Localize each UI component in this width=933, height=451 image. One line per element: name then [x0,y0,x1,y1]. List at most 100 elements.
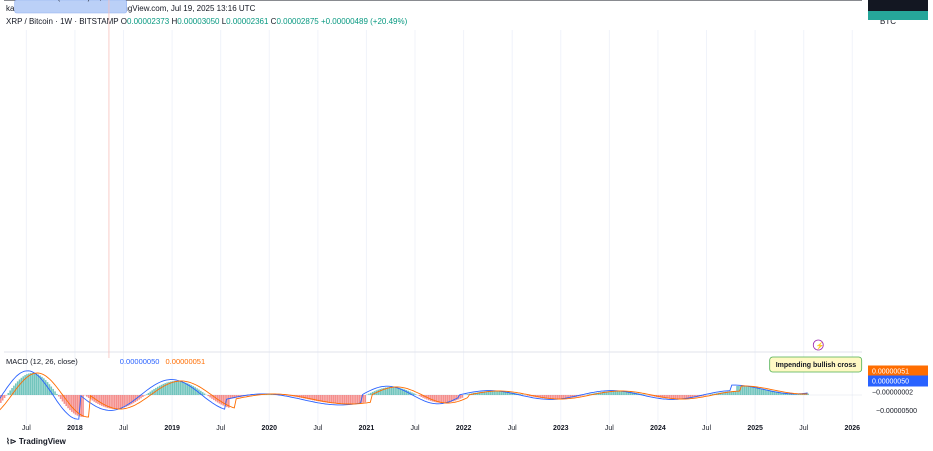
macd-hist-bar [732,391,735,395]
macd-hist-bar [157,386,159,395]
macd-hist-bar [140,395,142,399]
macd-hist-bar [683,395,686,399]
macd-hist-bar [764,389,766,395]
macd-hist-bar [790,393,793,395]
symbol-ohlc-row: XRP / Bitcoin · 1W · BITSTAMP O0.0000237… [6,17,407,26]
macd-hist-bar [611,391,613,395]
macd-hist-bar [61,395,64,402]
macd-hist-bar [319,395,322,402]
macd-hist-bar [106,395,109,408]
macd-hist-bar [493,391,495,395]
macd-line [0,370,808,420]
macd-hist-bar [386,387,389,395]
macd-hist-bar [730,391,733,395]
annotation-box [769,356,863,373]
macd-hist-bar [328,395,331,404]
macd-hist-bar [599,392,602,395]
macd-hist-bar [659,395,662,398]
macd-hist-bar [151,390,153,395]
macd-hist-bar [351,395,353,404]
macd-hist-bar [69,395,71,411]
macd-hist-bar [745,386,748,395]
macd-hist-bar [747,386,750,395]
logo-text: TradingView [18,437,66,446]
macd-hist-bar [108,395,111,409]
logo-mark-icon: ⌇⊳ [6,437,19,446]
macd-hist-bar [633,392,636,395]
macd-hist-bar [203,393,206,395]
x-axis: Jul 2018 Jul 2019 Jul 2020 Jul 2021 Jul 2022 Jul 20… [22,425,860,432]
macd-hist-bar [487,391,490,395]
x-tick-label: 2023 [553,425,569,432]
macd-hist-bar [775,391,778,395]
macd-hist-bar [782,392,785,395]
macd-hist-bar [403,389,406,395]
x-tick-label: Jul [411,425,420,432]
x-tick-label: 2025 [747,425,763,432]
macd-hist-bar [99,395,101,405]
x-tick-label: Jul [508,425,517,432]
high-label: H [171,17,178,26]
macd-hist-bar [110,395,112,409]
symbol-name[interactable]: XRP / Bitcoin · 1W · BITSTAMP [6,17,119,26]
macd-hist-bar [115,395,118,409]
macd-hist-bar [384,387,387,395]
macd-hist-bar [566,395,568,399]
macd-hist-bar [20,377,23,395]
macd-hist-bar [556,395,559,399]
macd-hist-bar [175,381,178,395]
annotation-text: Impending bullish cross [776,362,857,369]
macd-hist-bar [91,395,94,401]
macd-hist-bar [551,395,553,399]
macd-hist-bar [213,395,215,401]
macd-hist-bar [431,395,434,402]
macd-hist-bar [667,395,669,399]
macd-hist-bar [497,391,499,395]
macd-hist-bar [334,395,337,404]
macd-hist-bar [549,395,552,399]
macd-hist-bar [538,395,540,398]
x-tick-label: Jul [702,425,711,432]
macd-hist-bar [323,395,325,403]
macd-hist-bar [484,391,486,395]
macd-hist-bar [769,390,772,395]
x-tick-label: 2018 [67,425,83,432]
tradingview-logo[interactable]: ⌇⊳ TradingView [6,437,66,446]
macd-hist-bar [751,386,753,395]
macd-hist-bar [231,395,234,399]
macd-hist-bar [786,393,789,395]
macd-hist-bar [132,395,135,404]
macd-hist-bar [5,395,8,396]
macd-hist-bar [740,386,742,395]
x-tick-label: 2026 [844,425,860,432]
macd-hist-bar [766,389,768,395]
macd-hist-bar [401,388,404,395]
macd-hist-bar [347,395,350,404]
macd-hist-bar [467,394,469,395]
macd-hist-bar [377,389,380,395]
macd-hist-bar [607,391,609,395]
macd-hist-bar [612,391,615,395]
macd-hist-bar [149,391,152,395]
support-badge-box [868,0,928,11]
macd-hist-bar [179,381,182,395]
macd-hist-bar [711,393,714,395]
measure-tool: 0.00019350 (530.14%) 19,350 [15,0,127,358]
macd-hist-bar [753,387,755,395]
macd-hist-bar [97,395,99,404]
macd-hist-bar [345,395,348,404]
macd-hist-bar [315,395,318,402]
macd-hist-bar [72,395,75,414]
macd-hist-bar [35,373,38,395]
macd-hist-bar [429,395,432,401]
macd-hist-bar [450,395,452,402]
macd-hist-bar [762,388,765,395]
macd-hist-bar [158,385,161,395]
macd-hist-bar [777,391,779,395]
macd-hist-bar [226,395,228,408]
macd-hist-bar [540,395,542,398]
change-value: +0.00000489 (+20.49%) [320,17,408,26]
support-badge: 0.00002746 [873,0,910,2]
macd-hist-bar [166,382,168,395]
